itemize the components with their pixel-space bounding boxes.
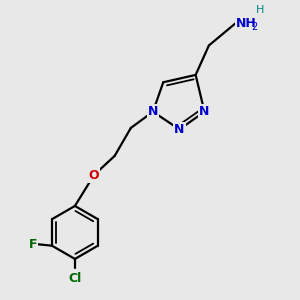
Text: H: H — [256, 5, 265, 15]
Text: F: F — [28, 238, 37, 251]
Text: N: N — [199, 105, 210, 118]
Text: 2: 2 — [252, 22, 258, 32]
Text: N: N — [174, 123, 184, 136]
Text: O: O — [89, 169, 99, 182]
Text: Cl: Cl — [68, 272, 82, 285]
Text: NH: NH — [236, 17, 256, 30]
Text: N: N — [148, 105, 158, 118]
